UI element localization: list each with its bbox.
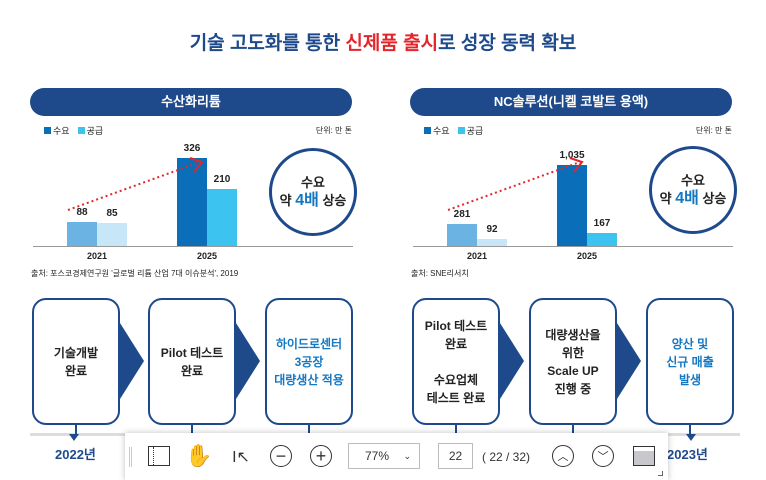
pdf-toolbar: ✋ I↖ − + 77% ⌄ 22 ( 22 / 32) ︿ ﹀ [125,433,668,480]
chart-legend: 수요 공급 [424,124,483,137]
bar-2021-supply [97,223,127,246]
title-text-end: 로 성장 동력 확보 [438,33,577,54]
bar-value-label: 85 [106,208,118,220]
zoom-out-icon[interactable]: − [270,445,292,467]
step-arrow-icon [236,323,260,399]
circle-pre: 약 [279,193,296,208]
unit-label: 단위: 만 톤 [695,126,732,135]
page-info: ( 22 / 32) [482,450,531,464]
hand-tool-icon[interactable]: ✋ [185,443,213,468]
title-highlight: 신제품 출시 [345,33,439,54]
x-axis [33,246,353,247]
legend-label: 공급 [86,126,104,136]
sidebar-toggle-icon[interactable] [148,446,170,466]
x-tick-label: 2021 [466,251,488,261]
bar-value-label: 88 [76,207,88,219]
zoom-value: 77% [365,449,390,463]
timeline-year: 2022년 [55,447,96,462]
bar-2025-demand [557,165,587,246]
step-arrow-icon [617,323,641,399]
panel-title: NC솔루션(니켈 코발트 용액) [410,88,732,116]
step-connector [572,424,574,436]
page-input[interactable]: 22 [438,443,473,469]
circle-post: 상승 [318,193,347,208]
bar-value-label: 167 [593,217,611,229]
process-step-box: 하이드로센터 3공장 대량생산 적용 [265,298,353,425]
bar-2021-demand [67,222,97,246]
year-marker-icon [69,434,79,441]
text-select-icon[interactable]: I↖ [232,449,250,466]
fit-page-icon[interactable] [633,446,655,466]
x-tick-label: 2025 [576,251,598,261]
toolbar-grip[interactable] [129,447,132,467]
zoom-select[interactable]: 77% ⌄ [348,443,420,469]
timeline-year: 2023년 [667,447,708,462]
legend-item-demand: 수요 [424,124,450,137]
page-title: 기술 고도화를 통한 신제품 출시로 성장 동력 확보 [0,28,766,55]
chevron-down-icon: ⌄ [403,450,411,461]
page-input-value: 22 [448,449,463,463]
bar-2025-demand [177,158,207,246]
legend-label: 수요 [433,126,450,136]
panel-title: 수산화리튬 [30,88,352,116]
page-down-icon[interactable]: ﹀ [592,445,614,467]
bar-value-label: 210 [213,174,231,186]
bar-2021-supply [477,238,507,246]
bar-value-label: 281 [453,209,471,220]
step-connector [308,424,310,436]
zoom-in-icon[interactable]: + [310,445,332,467]
step-arrow-icon [120,323,144,399]
unit-label: 단위: 만 톤 [315,126,352,135]
trend-arrow-icon [67,157,204,211]
process-step-box: Pilot 테스트 완료 [148,298,236,425]
step-connector [455,424,457,436]
trend-arrow-icon [447,157,584,211]
x-tick-label: 2021 [86,251,108,261]
year-marker-icon [686,434,696,441]
step-connector [689,424,691,436]
circle-pre: 약 [659,191,676,206]
bar-2021-demand [447,224,477,246]
title-text: 기술 고도화를 통한 [189,33,346,54]
x-tick-label: 2025 [196,251,218,261]
legend-item-supply: 공급 [457,124,484,137]
chart-legend: 수요 공급 [44,124,103,137]
process-step-box: 대량생산을 위한 Scale UP 진행 중 [529,298,617,425]
source-note: 출처: 포스코경제연구원 '글로벌 리튬 산업 7대 이슈분석', 2019 [31,269,239,278]
legend-label: 수요 [53,126,70,136]
circle-line1: 수요 [301,175,325,190]
step-arrow-icon [500,323,524,399]
process-step-box: 기술개발 완료 [32,298,120,425]
legend-item-supply: 공급 [77,124,104,137]
step-connector [75,424,77,436]
page-up-icon[interactable]: ︿ [552,445,574,467]
circle-post: 상승 [698,191,727,206]
circle-line1: 수요 [681,173,705,188]
bar-2025-supply [587,232,617,246]
x-axis [413,246,733,247]
legend-item-demand: 수요 [44,124,70,137]
resize-grip-icon[interactable] [658,471,663,476]
bar-value-label: 326 [183,143,201,154]
circle-bold: 4배 [675,190,699,207]
bar-value-label: 1,035 [559,150,585,161]
process-step-box: Pilot 테스트 완료 수요업체 테스트 완료 [412,298,500,425]
circle-line2: 약 4배 상승 [280,192,347,210]
process-step-box: 양산 및 신규 매출 발생 [646,298,734,425]
bar-2025-supply [207,189,237,246]
legend-label: 공급 [466,126,484,136]
step-connector [191,424,193,436]
bar-value-label: 92 [486,223,498,235]
source-note: 출처: SNE리서치 [411,269,469,278]
circle-line2: 약 4배 상승 [660,190,727,208]
circle-bold: 4배 [295,192,319,209]
